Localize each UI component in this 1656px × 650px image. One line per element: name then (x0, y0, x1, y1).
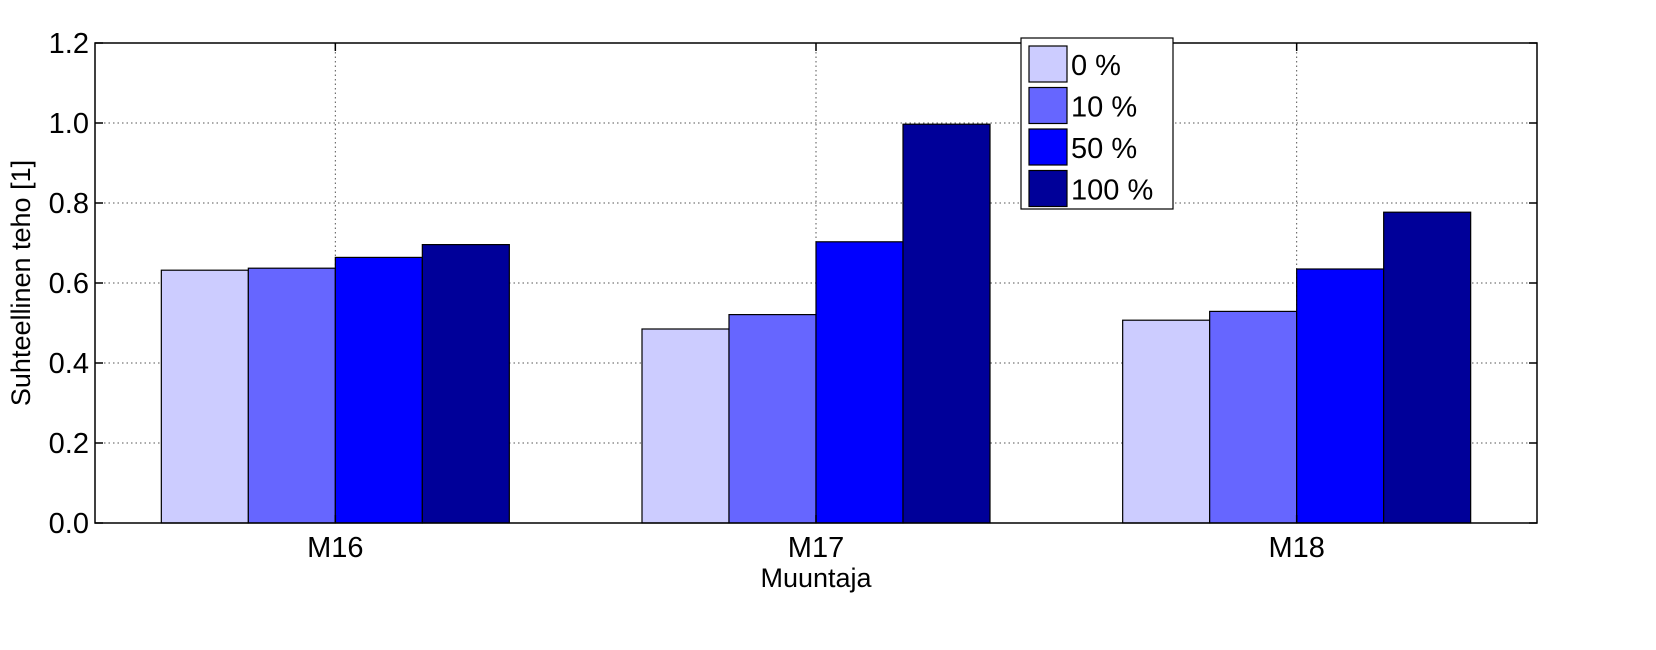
bar-m18-series-2 (1296, 268, 1385, 524)
bar-m17-series-1 (728, 314, 817, 524)
y-axis: 0.0 0.2 0.4 0.6 0.8 1.0 1.2 (49, 28, 1537, 540)
legend-swatch (1028, 86, 1068, 125)
legend-label: 10 % (1071, 92, 1137, 124)
x-tick-label: M17 (788, 532, 844, 564)
legend: 0 % 10 % 50 % 100 % (1020, 37, 1174, 210)
legend-label: 0 % (1071, 50, 1121, 82)
bars (160, 123, 1472, 524)
x-axis: M16 M17 M18 (307, 43, 1325, 564)
x-axis-label: Muuntaja (760, 563, 872, 593)
y-tick-label: 0.8 (49, 188, 89, 220)
bar-m18-series-3 (1383, 211, 1472, 524)
x-tick-label: M18 (1268, 532, 1324, 564)
legend-label: 50 % (1071, 133, 1137, 165)
y-axis-label: Suhteellinen teho [1] (6, 160, 36, 406)
legend-swatch (1028, 169, 1068, 208)
y-tick-label: 0.6 (49, 268, 89, 300)
bar-m16-series-1 (247, 267, 336, 524)
bar-m18-series-0 (1122, 319, 1211, 524)
x-tick-label: M16 (307, 532, 363, 564)
y-tick-label: 1.0 (49, 108, 89, 140)
legend-swatch (1028, 128, 1068, 166)
bar-m16-series-3 (421, 244, 510, 524)
bar-m17-series-2 (815, 241, 904, 524)
bar-m16-series-2 (334, 256, 423, 524)
bar-m18-series-1 (1209, 310, 1298, 524)
legend-label: 100 % (1071, 175, 1153, 207)
bar-m17-series-3 (902, 123, 991, 524)
y-tick-label: 1.2 (49, 28, 89, 60)
legend-swatch (1028, 45, 1068, 83)
bar-m16-series-0 (160, 269, 249, 524)
y-tick-label: 0.0 (49, 508, 89, 540)
y-tick-label: 0.2 (49, 428, 89, 460)
y-tick-label: 0.4 (49, 348, 89, 380)
bar-m17-series-0 (641, 328, 730, 524)
